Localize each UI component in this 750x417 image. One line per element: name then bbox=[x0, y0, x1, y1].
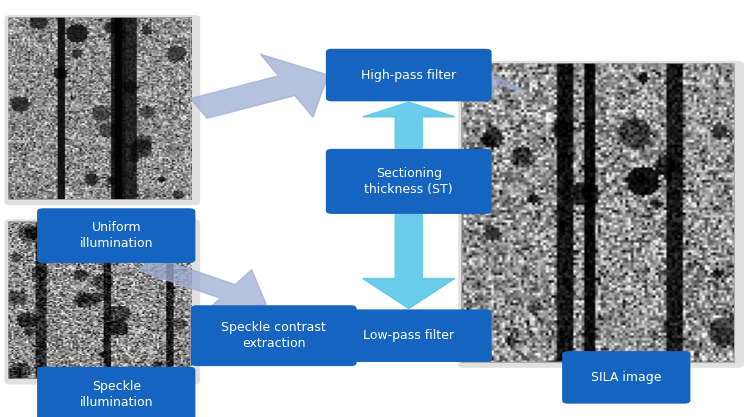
Text: Low-pass filter: Low-pass filter bbox=[363, 329, 454, 342]
Polygon shape bbox=[450, 69, 526, 95]
FancyBboxPatch shape bbox=[458, 61, 744, 368]
FancyBboxPatch shape bbox=[326, 49, 492, 101]
Polygon shape bbox=[194, 310, 195, 361]
FancyBboxPatch shape bbox=[326, 309, 492, 362]
Polygon shape bbox=[139, 257, 266, 313]
Text: Uniform
illumination: Uniform illumination bbox=[80, 221, 153, 250]
Polygon shape bbox=[363, 215, 454, 309]
Text: SILA image: SILA image bbox=[591, 371, 662, 384]
FancyBboxPatch shape bbox=[37, 367, 195, 417]
FancyBboxPatch shape bbox=[562, 351, 690, 404]
Text: High-pass filter: High-pass filter bbox=[362, 68, 456, 82]
FancyBboxPatch shape bbox=[190, 305, 357, 366]
FancyBboxPatch shape bbox=[4, 219, 200, 384]
FancyBboxPatch shape bbox=[4, 15, 200, 205]
Polygon shape bbox=[476, 310, 494, 361]
Polygon shape bbox=[190, 54, 328, 118]
Polygon shape bbox=[363, 102, 454, 148]
Text: Sectioning
thickness (ST): Sectioning thickness (ST) bbox=[364, 167, 453, 196]
FancyBboxPatch shape bbox=[326, 149, 492, 214]
Text: Speckle contrast
extraction: Speckle contrast extraction bbox=[221, 321, 326, 350]
Polygon shape bbox=[328, 310, 354, 361]
Text: Speckle
illumination: Speckle illumination bbox=[80, 379, 153, 409]
FancyBboxPatch shape bbox=[37, 208, 195, 263]
